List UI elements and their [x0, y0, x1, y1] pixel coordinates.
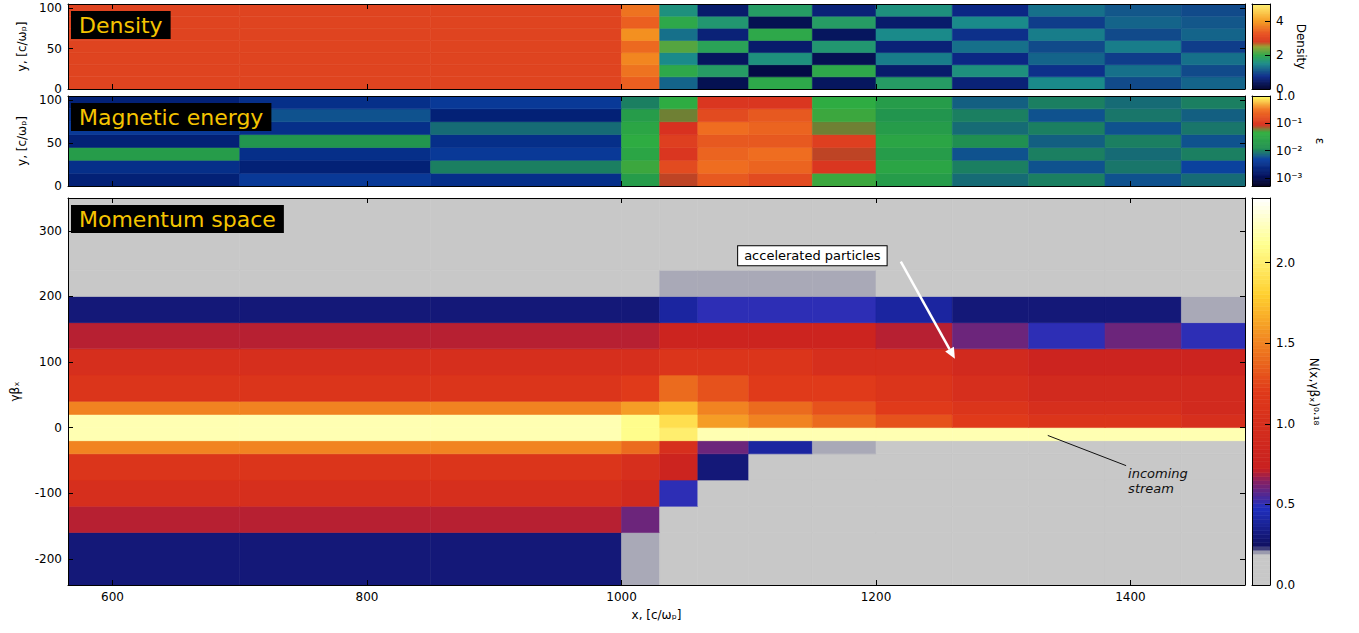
svg-text:2: 2	[1276, 48, 1284, 62]
svg-text:ε: ε	[1313, 138, 1327, 145]
svg-text:0: 0	[54, 82, 62, 96]
svg-text:Momentum space: Momentum space	[79, 207, 276, 232]
svg-text:2.0: 2.0	[1276, 256, 1295, 270]
svg-text:y, [c/ωₚ]: y, [c/ωₚ]	[15, 116, 29, 166]
svg-text:600: 600	[101, 590, 124, 604]
svg-text:0: 0	[54, 179, 62, 193]
svg-text:1000: 1000	[606, 590, 637, 604]
svg-text:N(x,γβₓ)⁰·¹⁸: N(x,γβₓ)⁰·¹⁸	[1307, 358, 1321, 426]
svg-text:50: 50	[47, 136, 62, 150]
svg-text:incoming: incoming	[1128, 466, 1188, 481]
svg-text:Magnetic energy: Magnetic energy	[79, 105, 263, 130]
svg-text:1.5: 1.5	[1276, 336, 1295, 350]
svg-text:10⁻²: 10⁻²	[1276, 144, 1303, 158]
svg-text:γβₓ: γβₓ	[8, 381, 22, 401]
svg-text:100: 100	[39, 1, 62, 15]
svg-text:50: 50	[47, 42, 62, 56]
svg-text:300: 300	[39, 224, 62, 238]
svg-text:10⁻¹: 10⁻¹	[1276, 116, 1303, 130]
svg-text:0.5: 0.5	[1276, 497, 1295, 511]
svg-text:Density: Density	[79, 13, 163, 38]
svg-text:stream: stream	[1128, 481, 1174, 496]
svg-text:100: 100	[39, 93, 62, 107]
svg-text:1400: 1400	[1115, 590, 1146, 604]
svg-text:Density: Density	[1294, 24, 1308, 70]
svg-text:100: 100	[39, 355, 62, 369]
svg-text:-200: -200	[35, 552, 62, 566]
svg-text:0: 0	[54, 421, 62, 435]
svg-text:10⁻³: 10⁻³	[1276, 171, 1303, 185]
svg-text:4: 4	[1276, 14, 1284, 28]
svg-text:0.0: 0.0	[1276, 578, 1295, 592]
svg-text:y, [c/ωₚ]: y, [c/ωₚ]	[15, 22, 29, 72]
svg-text:1.0: 1.0	[1276, 417, 1295, 431]
svg-text:1.0: 1.0	[1276, 89, 1295, 103]
svg-text:800: 800	[356, 590, 379, 604]
svg-text:200: 200	[39, 289, 62, 303]
svg-text:accelerated particles: accelerated particles	[744, 248, 881, 263]
svg-text:-100: -100	[35, 486, 62, 500]
svg-text:x, [c/ωₚ]: x, [c/ωₚ]	[632, 608, 682, 622]
svg-text:1200: 1200	[861, 590, 892, 604]
